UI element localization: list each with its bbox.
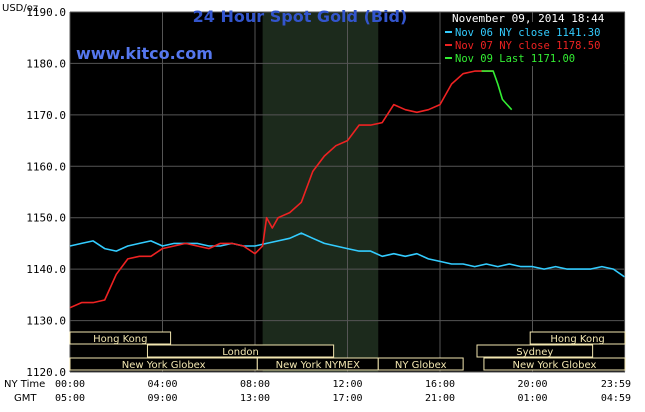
session-bar — [476, 344, 594, 358]
x-tick-label-ny: 08:00 — [240, 379, 270, 390]
x-tick-label-ny: 04:00 — [147, 379, 177, 390]
session-label: London — [222, 347, 259, 358]
session-label: New York Globex — [122, 360, 206, 371]
y-tick-label: 1180.0 — [26, 57, 66, 70]
session-bar — [69, 331, 172, 345]
series-line — [481, 70, 513, 111]
x-tick-label-gmt: 17:00 — [332, 393, 362, 404]
grid-lines — [69, 11, 626, 373]
unit-label: USD/oz — [2, 3, 38, 14]
session-bar — [377, 357, 464, 371]
session-label: Hong Kong — [550, 334, 604, 345]
legend-box — [441, 22, 624, 66]
session-bar — [529, 331, 626, 345]
x-row-label-ny: NY Time — [4, 379, 45, 390]
x-tick-label-gmt: 13:00 — [240, 393, 270, 404]
x-tick-label-ny: 16:00 — [425, 379, 455, 390]
session-label: New York Globex — [513, 360, 597, 371]
x-row-label-gmt: GMT — [14, 393, 37, 404]
timestamp: November 09, 2014 18:44 — [452, 12, 605, 25]
y-tick-label: 1130.0 — [26, 315, 66, 328]
session-bar — [146, 344, 335, 358]
session-label: NY Globex — [395, 360, 447, 371]
y-tick-label: 1140.0 — [26, 263, 66, 276]
x-tick-label-ny: 00:00 — [55, 379, 85, 390]
y-tick-labels: 1190.0 1180.0 1170.0 1160.0 1150.0 1140.0 1130… — [26, 6, 66, 379]
y-tick-label: 1120.0 — [26, 366, 66, 379]
x-tick-label-ny: 20:00 — [517, 379, 547, 390]
y-tick-label: 1190.0 — [26, 6, 66, 19]
chart-title: 24 Hour Spot Gold (Bid) — [193, 7, 408, 26]
legend-entry: Nov 07 NY close 1178.50 — [455, 40, 600, 52]
legend-entry: Nov 09 Last 1171.00 — [455, 53, 575, 65]
session-label: New York NYMEX — [276, 360, 361, 371]
legend-entry: Nov 06 NY close 1141.30 — [455, 27, 600, 39]
session-label: Sydney — [516, 347, 553, 358]
x-tick-label-gmt: 05:00 — [55, 393, 85, 404]
x-tick-label-ny: 12:00 — [332, 379, 362, 390]
watermark: www.kitco.com — [76, 44, 213, 63]
x-tick-label-gmt: 09:00 — [147, 393, 177, 404]
x-tick-label-gmt: 04:59 — [601, 393, 631, 404]
y-tick-label: 1170.0 — [26, 109, 66, 122]
nymex-shaded-region — [262, 12, 379, 372]
price-series — [69, 70, 625, 309]
session-bar — [483, 357, 626, 371]
session-label: Hong Kong — [93, 334, 147, 345]
x-tick-label-ny: 23:59 — [601, 379, 631, 390]
y-tick-label: 1160.0 — [26, 160, 66, 173]
y-tick-label: 1150.0 — [26, 212, 66, 225]
x-tick-label-gmt: 21:00 — [425, 393, 455, 404]
x-tick-labels: 00:00 05:00 04:00 09:00 08:00 13:00 12:00 17:00… — [55, 379, 631, 404]
series-line — [69, 232, 625, 278]
x-tick-label-gmt: 01:00 — [517, 393, 547, 404]
trading-sessions: Hong Kong Hong Kong London Sydney New York G… — [69, 331, 626, 371]
series-line — [69, 70, 494, 309]
